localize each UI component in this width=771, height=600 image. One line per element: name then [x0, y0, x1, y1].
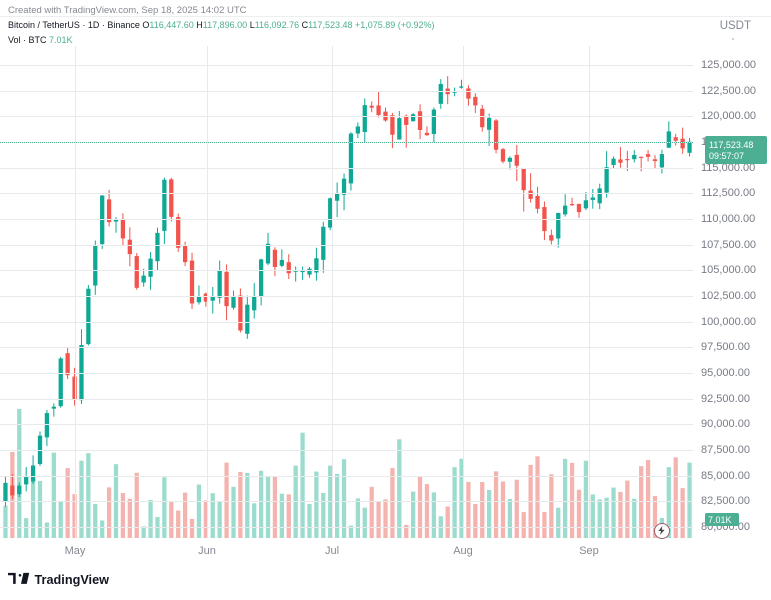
svg-text:TradingView: TradingView	[35, 573, 110, 587]
